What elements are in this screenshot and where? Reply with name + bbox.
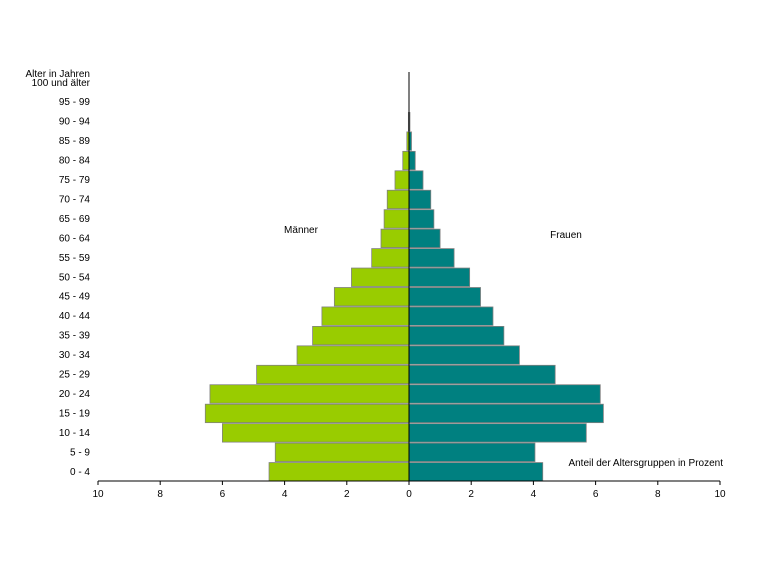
y-tick-label-1: 5 - 9 xyxy=(70,447,90,458)
bar-women-0 xyxy=(408,462,544,482)
y-tick-label-11: 55 - 59 xyxy=(59,253,91,264)
bar-men-13 xyxy=(383,209,410,229)
bar-women-16 xyxy=(408,150,416,171)
x-tick-label-3: 4 xyxy=(282,489,288,500)
bar-men-10 xyxy=(351,267,410,287)
bar-men-2 xyxy=(221,423,410,443)
y-tick-label-2: 10 - 14 xyxy=(59,428,91,439)
bar-men-0 xyxy=(268,462,410,482)
bar-women-11 xyxy=(408,248,455,268)
y-tick-label-16: 80 - 84 xyxy=(59,156,91,167)
bar-men-14 xyxy=(386,189,410,210)
y-axis-title-line-2: 100 und älter xyxy=(32,78,91,89)
bar-women-2 xyxy=(408,423,587,443)
bar-men-11 xyxy=(371,248,410,268)
y-axis-title-line-1: Alter in Jahren xyxy=(26,69,90,80)
y-tick-label-18: 90 - 94 xyxy=(59,117,91,128)
y-tick-label-3: 15 - 19 xyxy=(59,408,91,419)
x-tick-label-0: 10 xyxy=(92,489,104,500)
y-tick-label-6: 30 - 34 xyxy=(59,350,91,361)
y-tick-label-12: 60 - 64 xyxy=(59,233,91,244)
x-tick-label-7: 4 xyxy=(531,489,537,500)
bar-women-13 xyxy=(408,209,435,229)
x-tick-label-10: 10 xyxy=(714,489,726,500)
bar-women-14 xyxy=(408,189,432,210)
x-tick-label-8: 6 xyxy=(593,489,599,500)
y-tick-label-10: 50 - 54 xyxy=(59,272,91,283)
y-tick-label-17: 85 - 89 xyxy=(59,136,91,147)
bar-women-7 xyxy=(408,325,505,346)
x-axis-ticks: 10 8 6 4 2 0 2 4 6 8 10 xyxy=(92,481,726,500)
x-tick-label-5: 0 xyxy=(406,489,412,500)
bar-women-15 xyxy=(408,170,424,190)
x-tick-label-6: 2 xyxy=(468,489,474,500)
bar-men-8 xyxy=(321,306,410,326)
x-axis-title: Anteil der Altersgruppen in Prozent xyxy=(568,458,723,469)
bar-men-16 xyxy=(402,150,410,171)
bars-layer xyxy=(204,112,604,482)
bar-men-1 xyxy=(274,442,410,462)
y-tick-label-13: 65 - 69 xyxy=(59,214,91,225)
bar-men-6 xyxy=(296,345,410,365)
bar-men-7 xyxy=(312,325,410,346)
bar-women-3 xyxy=(408,403,604,424)
x-tick-label-1: 8 xyxy=(157,489,163,500)
bar-women-6 xyxy=(408,345,520,365)
x-tick-label-4: 2 xyxy=(344,489,350,500)
bar-men-15 xyxy=(394,170,410,190)
y-tick-label-19: 95 - 99 xyxy=(59,97,91,108)
bar-men-5 xyxy=(256,364,410,385)
x-tick-label-9: 8 xyxy=(655,489,661,500)
bar-women-12 xyxy=(408,228,441,248)
bar-women-4 xyxy=(408,384,601,404)
bar-women-5 xyxy=(408,364,556,385)
y-tick-label-5: 25 - 29 xyxy=(59,370,91,381)
series-label-men: Männer xyxy=(284,225,319,236)
bar-women-9 xyxy=(408,287,481,307)
y-tick-label-7: 35 - 39 xyxy=(59,331,91,342)
bar-women-8 xyxy=(408,306,494,326)
y-axis-labels: 0 - 4 5 - 9 10 - 14 15 - 19 20 - 24 25 - 29 30… xyxy=(59,97,91,478)
y-tick-label-9: 45 - 49 xyxy=(59,292,91,303)
y-tick-label-4: 20 - 24 xyxy=(59,389,91,400)
x-tick-label-2: 6 xyxy=(220,489,226,500)
series-label-women: Frauen xyxy=(550,230,582,241)
bar-men-9 xyxy=(333,287,410,307)
bar-men-4 xyxy=(209,384,410,404)
bar-men-3 xyxy=(204,403,410,424)
y-tick-label-14: 70 - 74 xyxy=(59,194,91,205)
y-tick-label-8: 40 - 44 xyxy=(59,311,91,322)
y-tick-label-15: 75 - 79 xyxy=(59,175,91,186)
y-tick-label-0: 0 - 4 xyxy=(70,467,90,478)
bar-women-1 xyxy=(408,442,536,462)
bar-women-10 xyxy=(408,267,471,287)
bar-men-12 xyxy=(380,228,410,248)
